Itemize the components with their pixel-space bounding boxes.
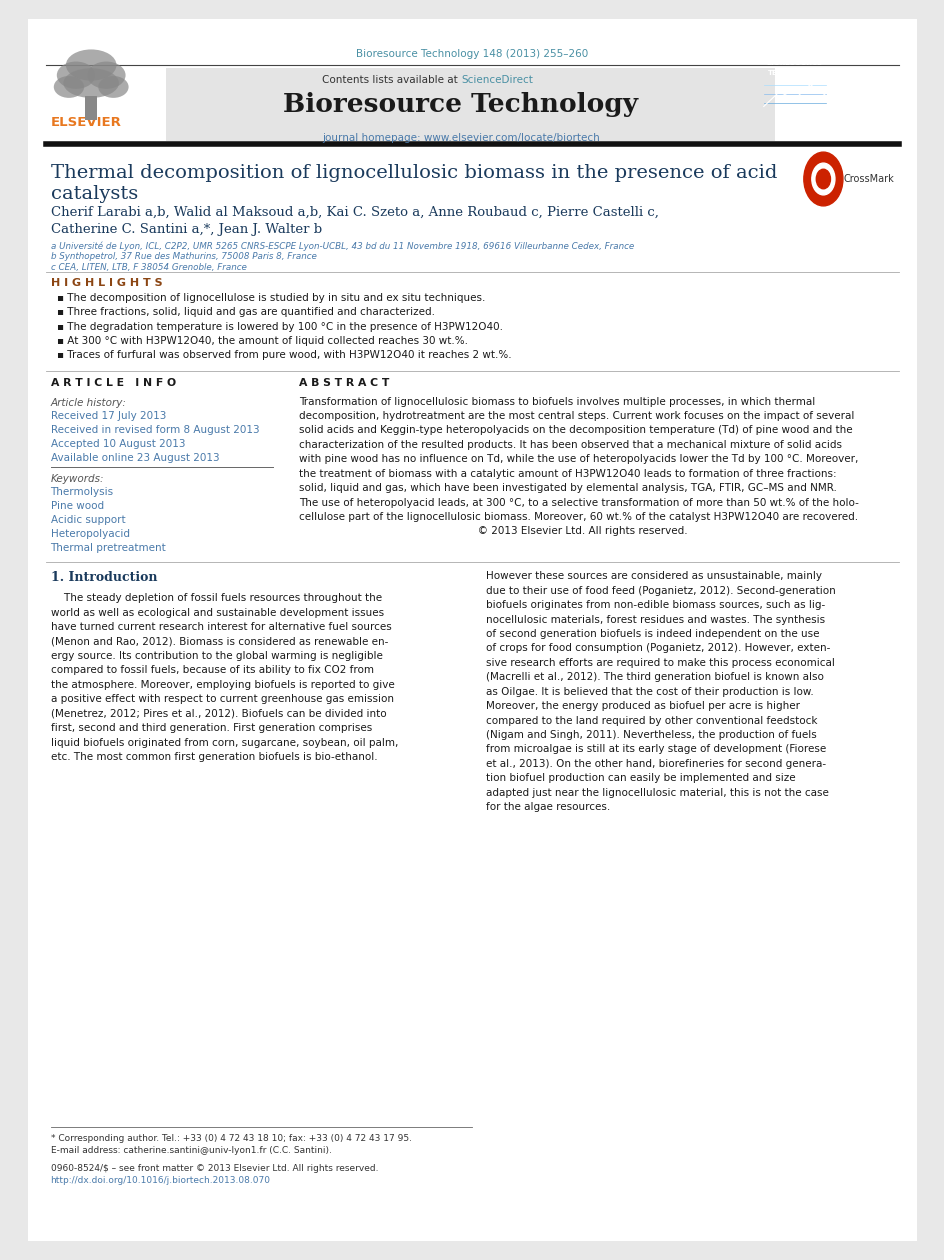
Text: © 2013 Elsevier Ltd. All rights reserved.: © 2013 Elsevier Ltd. All rights reserved… [299,527,687,537]
Text: Article history:: Article history: [50,398,126,408]
Text: biofuels originates from non-edible biomass sources, such as lig-: biofuels originates from non-edible biom… [485,600,824,610]
Text: (Menetrez, 2012; Pires et al., 2012). Biofuels can be divided into: (Menetrez, 2012; Pires et al., 2012). Bi… [50,708,386,718]
Text: the treatment of biomass with a catalytic amount of H3PW12O40 leads to formation: the treatment of biomass with a catalyti… [299,469,836,479]
Text: due to their use of food feed (Poganietz, 2012). Second-generation: due to their use of food feed (Poganietz… [485,586,834,596]
Text: b Synthopetrol, 37 Rue des Mathurins, 75008 Paris 8, France: b Synthopetrol, 37 Rue des Mathurins, 75… [50,252,316,261]
Text: journal homepage: www.elsevier.com/locate/biortech: journal homepage: www.elsevier.com/locat… [322,132,599,142]
Text: A B S T R A C T: A B S T R A C T [299,378,389,388]
Text: c CEA, LITEN, LTB, F 38054 Grenoble, France: c CEA, LITEN, LTB, F 38054 Grenoble, Fra… [50,263,246,272]
Text: (Macrelli et al., 2012). The third generation biofuel is known also: (Macrelli et al., 2012). The third gener… [485,673,823,682]
Text: nocellulosic materials, forest residues and wastes. The synthesis: nocellulosic materials, forest residues … [485,615,824,625]
Ellipse shape [66,49,116,81]
Text: Moreover, the energy produced as biofuel per acre is higher: Moreover, the energy produced as biofuel… [485,701,799,711]
Text: a positive effect with respect to current greenhouse gas emission: a positive effect with respect to curren… [50,694,393,704]
Text: of second generation biofuels is indeed independent on the use: of second generation biofuels is indeed … [485,629,818,639]
Text: ELSEVIER: ELSEVIER [50,116,121,129]
Text: catalysts: catalysts [50,185,138,203]
Text: 0960-8524/$ – see front matter © 2013 Elsevier Ltd. All rights reserved.: 0960-8524/$ – see front matter © 2013 El… [50,1164,378,1173]
Text: et al., 2013). On the other hand, biorefineries for second genera-: et al., 2013). On the other hand, bioref… [485,759,825,769]
Text: http://dx.doi.org/10.1016/j.biortech.2013.08.070: http://dx.doi.org/10.1016/j.biortech.201… [50,1177,270,1186]
Text: compared to the land required by other conventional feedstock: compared to the land required by other c… [485,716,817,726]
Text: E-mail address: catherine.santini@univ-lyon1.fr (C.C. Santini).: E-mail address: catherine.santini@univ-l… [50,1145,331,1154]
Text: etc. The most common first generation biofuels is bio-ethanol.: etc. The most common first generation bi… [50,752,377,762]
Ellipse shape [87,62,126,89]
Text: Cherif Larabi a,b, Walid al Maksoud a,b, Kai C. Szeto a, Anne Roubaud c, Pierre : Cherif Larabi a,b, Walid al Maksoud a,b,… [50,205,658,219]
Ellipse shape [57,62,95,89]
Text: adapted just near the lignocellulosic material, this is not the case: adapted just near the lignocellulosic ma… [485,788,828,798]
Text: (Nigam and Singh, 2011). Nevertheless, the production of fuels: (Nigam and Singh, 2011). Nevertheless, t… [485,730,816,740]
Text: Thermal pretreatment: Thermal pretreatment [50,543,166,553]
Bar [166,68,774,141]
Text: tion biofuel production can easily be implemented and size: tion biofuel production can easily be im… [485,774,795,784]
Text: Contents lists available at: Contents lists available at [322,76,461,86]
Text: BIORESOURCE: BIORESOURCE [767,60,821,67]
Text: compared to fossil fuels, because of its ability to fix CO2 from: compared to fossil fuels, because of its… [50,665,373,675]
Text: solid acids and Keggin-type heteropolyacids on the decomposition temperature (Td: solid acids and Keggin-type heteropolyac… [299,426,852,436]
Text: H I G H L I G H T S: H I G H L I G H T S [50,278,162,289]
Text: Available online 23 August 2013: Available online 23 August 2013 [50,454,219,464]
Text: 1. Introduction: 1. Introduction [50,571,157,585]
Text: However these sources are considered as unsustainable, mainly: However these sources are considered as … [485,571,821,581]
Text: ▪ The decomposition of lignocellulose is studied by in situ and ex situ techniqu: ▪ The decomposition of lignocellulose is… [57,292,484,302]
Text: ergy source. Its contribution to the global warming is negligible: ergy source. Its contribution to the glo… [50,651,382,662]
Text: Received in revised form 8 August 2013: Received in revised form 8 August 2013 [50,426,259,435]
Text: Heteropolyacid: Heteropolyacid [50,529,129,539]
Ellipse shape [54,76,84,98]
Text: ▪ At 300 °C with H3PW12O40, the amount of liquid collected reaches 30 wt.%.: ▪ At 300 °C with H3PW12O40, the amount o… [57,336,467,346]
Text: for the algae resources.: for the algae resources. [485,803,610,813]
Text: first, second and third generation. First generation comprises: first, second and third generation. Firs… [50,723,371,733]
Text: * Corresponding author. Tel.: +33 (0) 4 72 43 18 10; fax: +33 (0) 4 72 43 17 95.: * Corresponding author. Tel.: +33 (0) 4 … [50,1134,412,1143]
Text: world as well as ecological and sustainable development issues: world as well as ecological and sustaina… [50,607,383,617]
Text: decomposition, hydrotreatment are the most central steps. Current work focuses o: decomposition, hydrotreatment are the mo… [299,411,853,421]
Text: The steady depletion of fossil fuels resources throughout the: The steady depletion of fossil fuels res… [50,593,381,604]
Text: ▪ Traces of furfural was observed from pure wood, with H3PW12O40 it reaches 2 wt: ▪ Traces of furfural was observed from p… [57,350,511,360]
Text: A R T I C L E   I N F O: A R T I C L E I N F O [50,378,176,388]
Text: Acidic support: Acidic support [50,515,125,525]
Ellipse shape [98,76,128,98]
Text: Transformation of lignocellulosic biomass to biofuels involves multiple processe: Transformation of lignocellulosic biomas… [299,397,815,407]
Text: solid, liquid and gas, which have been investigated by elemental analysis, TGA, : solid, liquid and gas, which have been i… [299,483,836,493]
Text: ▪ Three fractions, solid, liquid and gas are quantified and characterized.: ▪ Three fractions, solid, liquid and gas… [57,307,434,318]
Text: from microalgae is still at its early stage of development (Fiorese: from microalgae is still at its early st… [485,745,825,755]
Text: cellulose part of the lignocellulosic biomass. Moreover, 60 wt.% of the catalyst: cellulose part of the lignocellulosic bi… [299,512,857,522]
Text: characterization of the resulted products. It has been observed that a mechanica: characterization of the resulted product… [299,440,841,450]
Text: Received 17 July 2013: Received 17 July 2013 [50,411,166,421]
Text: The use of heteropolyacid leads, at 300 °C, to a selective transformation of mor: The use of heteropolyacid leads, at 300 … [299,498,858,508]
Text: Bioresource Technology 148 (2013) 255–260: Bioresource Technology 148 (2013) 255–26… [356,49,588,59]
Text: TECHNOLOGY: TECHNOLOGY [767,69,820,76]
Text: Thermal decomposition of lignocellulosic biomass in the presence of acid: Thermal decomposition of lignocellulosic… [50,164,776,183]
Text: the atmosphere. Moreover, employing biofuels is reported to give: the atmosphere. Moreover, employing biof… [50,680,394,690]
Text: of crops for food consumption (Poganietz, 2012). However, exten-: of crops for food consumption (Poganietz… [485,644,830,654]
Text: with pine wood has no influence on Td, while the use of heteropolyacids lower th: with pine wood has no influence on Td, w… [299,455,858,464]
Circle shape [816,169,830,189]
Text: Pine wood: Pine wood [50,501,104,512]
Circle shape [811,163,834,195]
Text: Keywords:: Keywords: [50,474,104,484]
Text: Catherine C. Santini a,*, Jean J. Walter b: Catherine C. Santini a,*, Jean J. Walter… [50,223,321,236]
Text: Accepted 10 August 2013: Accepted 10 August 2013 [50,440,185,450]
Text: ▪ The degradation temperature is lowered by 100 °C in the presence of H3PW12O40.: ▪ The degradation temperature is lowered… [57,321,502,331]
Text: have turned current research interest for alternative fuel sources: have turned current research interest fo… [50,622,391,633]
Ellipse shape [63,68,119,98]
Text: liquid biofuels originated from corn, sugarcane, soybean, oil palm,: liquid biofuels originated from corn, su… [50,737,397,747]
Bar [85,96,97,120]
Text: sive research efforts are required to make this process economical: sive research efforts are required to ma… [485,658,834,668]
Circle shape [803,152,842,205]
Text: Thermolysis: Thermolysis [50,488,113,496]
Text: CrossMark: CrossMark [843,174,894,184]
Text: ScienceDirect: ScienceDirect [461,76,532,86]
Text: a Université de Lyon, ICL, C2P2, UMR 5265 CNRS-ESCPE Lyon-UCBL, 43 bd du 11 Nove: a Université de Lyon, ICL, C2P2, UMR 526… [50,242,633,251]
Text: Bioresource Technology: Bioresource Technology [283,92,638,117]
Text: (Menon and Rao, 2012). Biomass is considered as renewable en-: (Menon and Rao, 2012). Biomass is consid… [50,636,388,646]
Text: as Oilgae. It is believed that the cost of their production is low.: as Oilgae. It is believed that the cost … [485,687,813,697]
